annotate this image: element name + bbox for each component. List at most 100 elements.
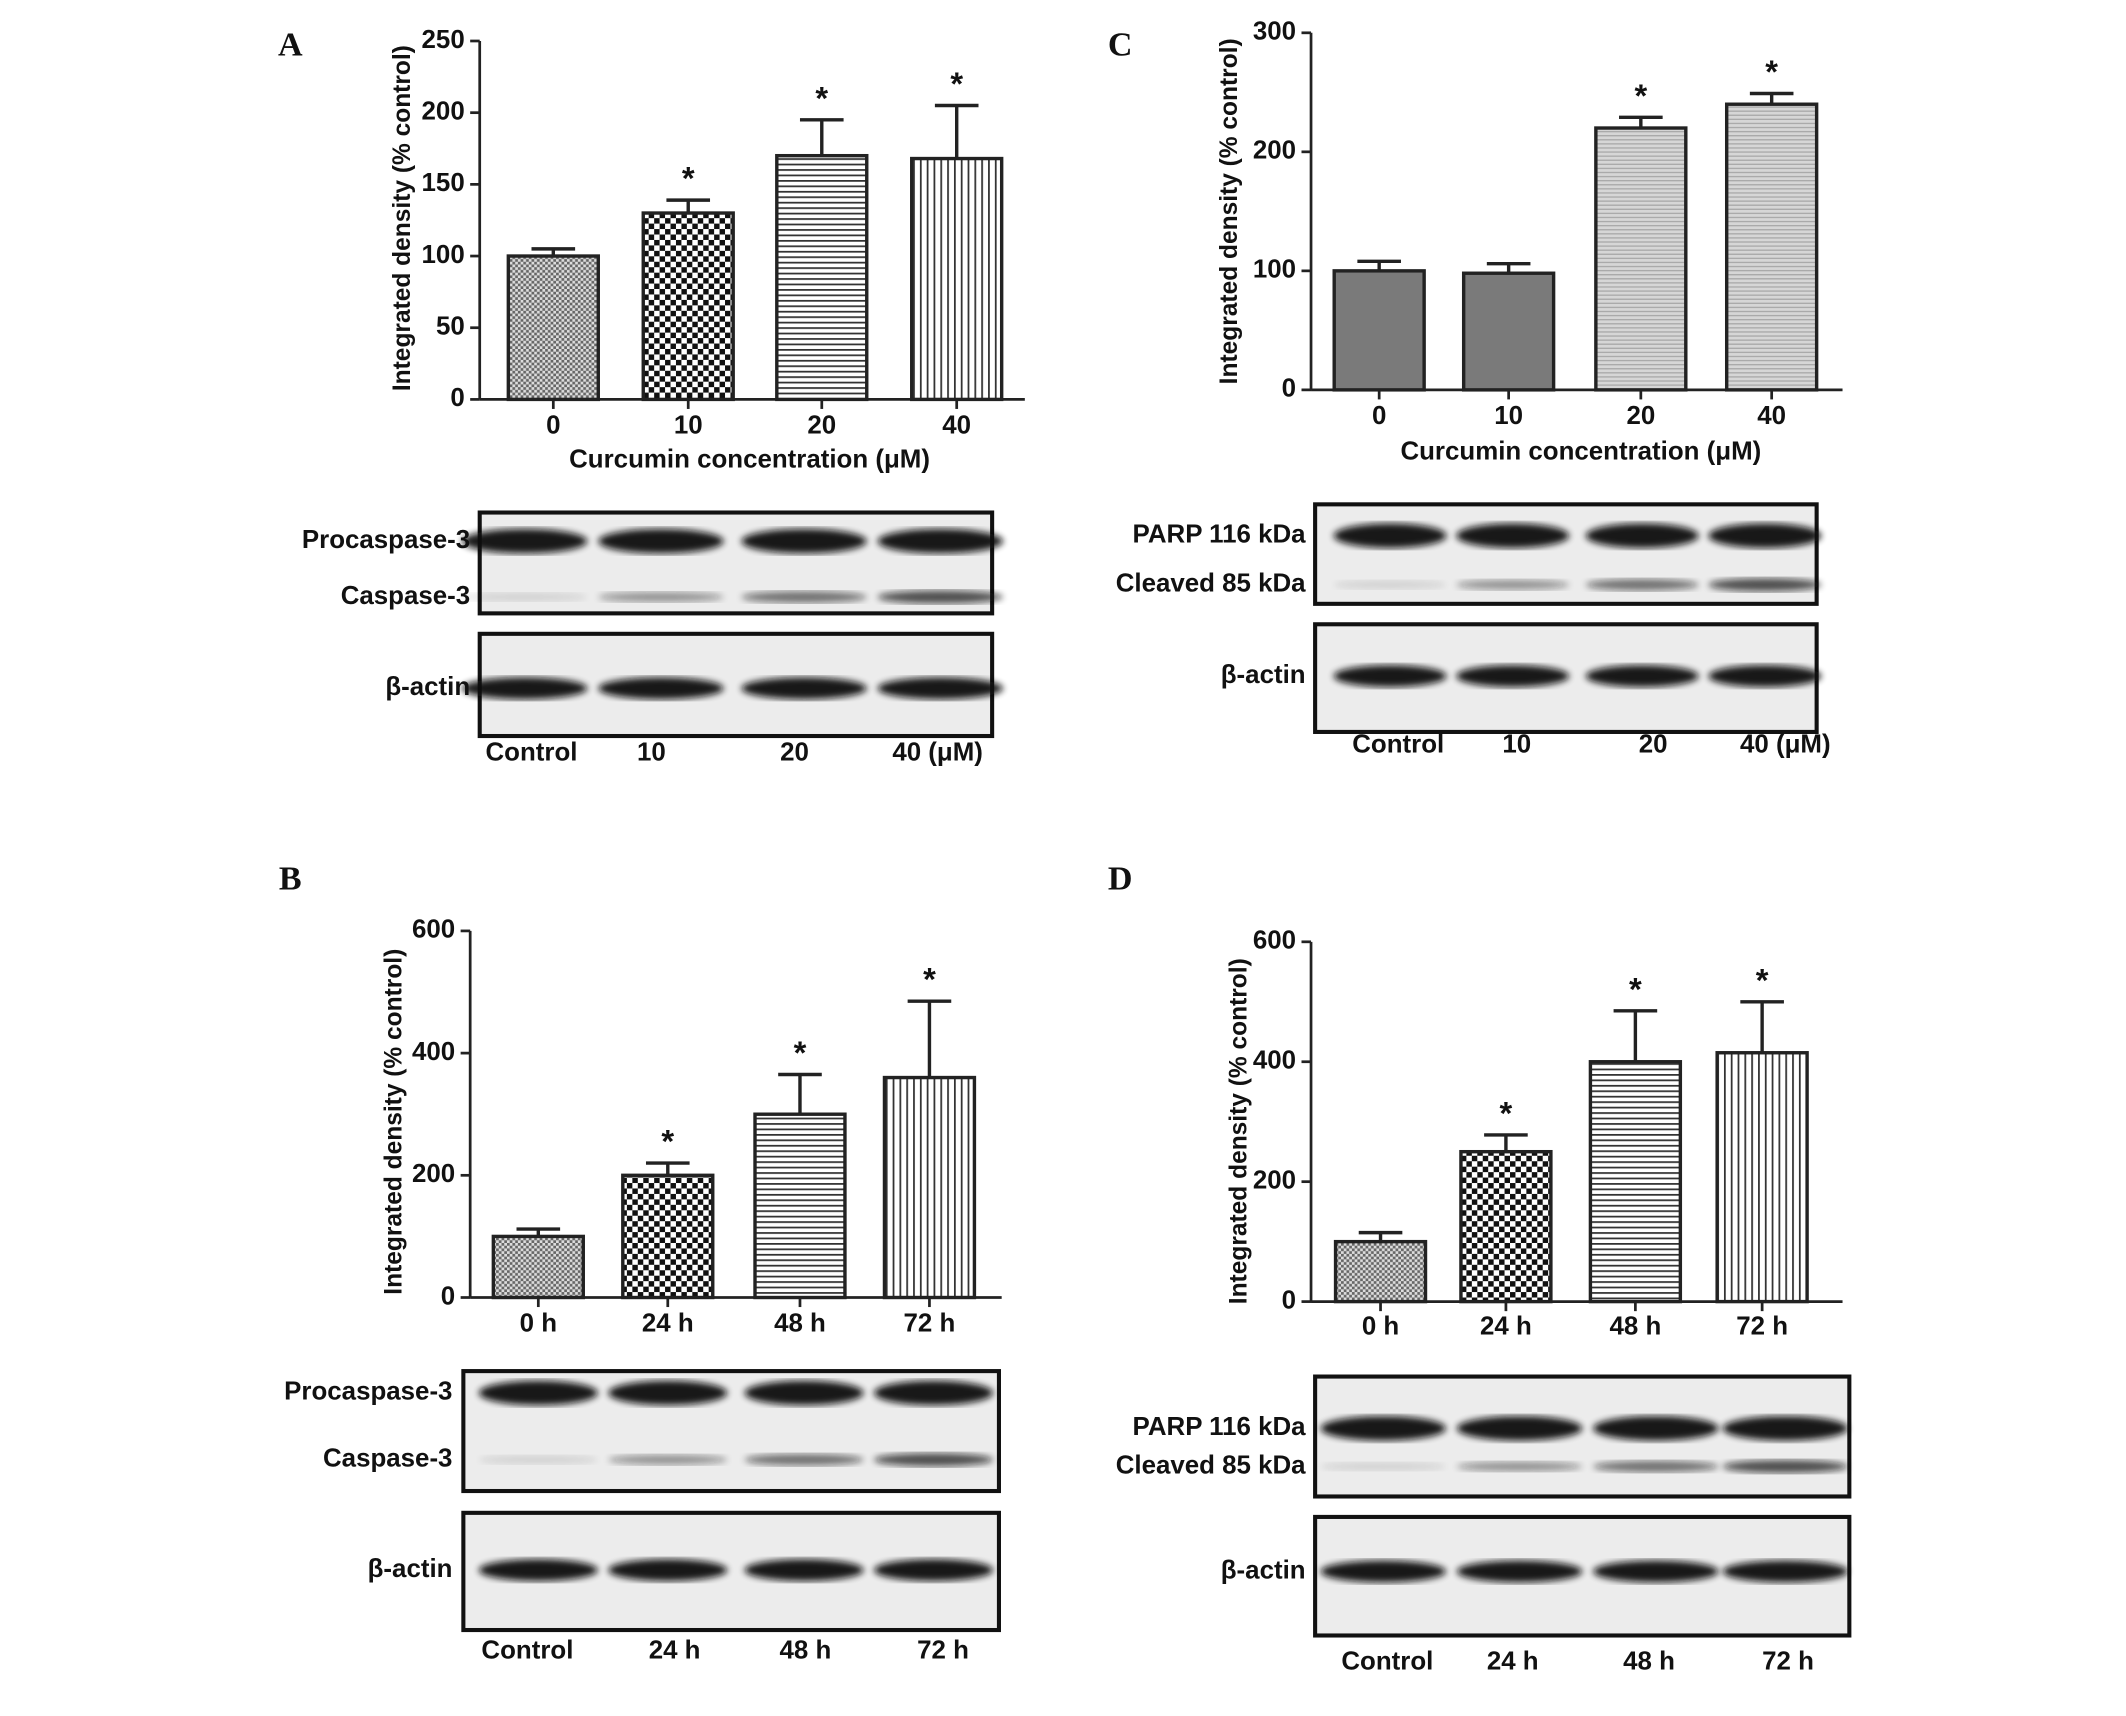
y-tick-label: 0 — [1282, 375, 1296, 403]
blot-band — [877, 528, 1004, 554]
blot-band — [744, 1559, 864, 1581]
bar — [1588, 1060, 1683, 1304]
y-tick-label: 200 — [1253, 1167, 1296, 1195]
x-tick-label: 20 — [1626, 402, 1655, 430]
blot-band — [1456, 1560, 1583, 1583]
blot-band — [461, 677, 588, 700]
blot-band — [1456, 1461, 1583, 1472]
bar — [1459, 1149, 1553, 1304]
blot-band — [1722, 1416, 1848, 1441]
blot-band — [741, 677, 867, 700]
x-tick-label: 10 — [674, 412, 703, 440]
blot-label: Procaspase-3 — [284, 1378, 452, 1406]
blot-band — [741, 591, 867, 603]
blot-band — [598, 677, 724, 700]
x-tick-label: 72 h — [1736, 1312, 1788, 1340]
lane-label: 72 h — [917, 1637, 969, 1665]
x-axis-label: Curcumin concentration (μM) — [1400, 437, 1761, 465]
blot-band — [1708, 665, 1822, 687]
significance-marker: * — [1634, 77, 1647, 114]
y-tick-label: 200 — [1253, 137, 1296, 165]
x-tick-label: 20 — [807, 412, 836, 440]
x-tick-label: 24 h — [642, 1310, 694, 1338]
y-tick-label: 0 — [441, 1282, 455, 1310]
panel-letter: B — [279, 861, 302, 898]
y-tick-label: 400 — [1253, 1047, 1296, 1075]
blot-band — [1593, 1416, 1719, 1441]
blot-band — [608, 1380, 728, 1406]
blot-label: β-actin — [385, 673, 470, 701]
significance-marker: * — [1765, 53, 1778, 90]
y-tick-label: 300 — [1253, 18, 1296, 46]
significance-marker: * — [1756, 961, 1769, 998]
blot-band — [598, 592, 724, 602]
x-tick-label: 0 — [546, 412, 560, 440]
blot-band — [1456, 579, 1570, 590]
blot-band — [877, 677, 1004, 700]
y-tick-label: 600 — [1253, 927, 1296, 955]
blot-band — [1593, 1460, 1719, 1473]
panel-letter: C — [1108, 27, 1133, 64]
blot-label: Cleaved 85 kDa — [1116, 1451, 1306, 1479]
lane-label: Control — [486, 739, 578, 767]
lane-label: 10 — [1502, 730, 1531, 758]
significance-marker: * — [794, 1034, 807, 1071]
x-tick-label: 40 — [942, 412, 971, 440]
bar — [753, 1112, 847, 1300]
blot-label: PARP 116 kDa — [1132, 1413, 1306, 1441]
x-tick-label: 0 — [1372, 402, 1386, 430]
bar — [1594, 126, 1688, 392]
blot-band — [1320, 1560, 1446, 1583]
lane-label: 24 h — [1487, 1648, 1539, 1676]
panel-letter: D — [1108, 861, 1133, 898]
y-tick-label: 100 — [1253, 256, 1296, 284]
lane-label: 20 — [780, 739, 809, 767]
blot-band — [461, 592, 588, 602]
significance-marker: * — [950, 65, 963, 102]
lane-label: 10 — [637, 739, 666, 767]
lane-label: 24 h — [649, 1637, 701, 1665]
blot-label: Caspase-3 — [341, 582, 470, 610]
blot-label: Procaspase-3 — [302, 526, 470, 554]
x-tick-label: 40 — [1757, 402, 1786, 430]
blot-band — [1456, 523, 1570, 548]
bar — [1333, 1239, 1428, 1304]
blot-band — [478, 1455, 598, 1464]
x-tick-label: 48 h — [1609, 1312, 1661, 1340]
blot-band — [1722, 1459, 1848, 1474]
significance-marker: * — [923, 961, 936, 998]
bar — [506, 254, 600, 402]
blot-band — [461, 528, 588, 554]
y-axis-label: Integrated density (% control) — [1216, 38, 1243, 384]
blot-label: β-actin — [368, 1555, 453, 1583]
x-tick-label: 48 h — [774, 1310, 826, 1338]
lane-label: 72 h — [1762, 1648, 1814, 1676]
blot-band — [1722, 1560, 1848, 1583]
bar — [621, 1173, 715, 1300]
x-tick-label: 0 h — [520, 1310, 557, 1338]
blot-label: β-actin — [1221, 1556, 1306, 1584]
blot-band — [744, 1380, 864, 1406]
blot-label: β-actin — [1221, 661, 1306, 689]
blot-band — [877, 590, 1004, 604]
blot-band — [608, 1559, 728, 1581]
blot-band — [873, 1380, 994, 1406]
bar — [1461, 271, 1556, 392]
y-axis-label: Integrated density (% control) — [381, 949, 408, 1295]
blot-band — [478, 1559, 598, 1581]
blot-band — [1585, 665, 1699, 687]
y-axis-label: Integrated density (% control) — [389, 45, 416, 391]
y-tick-label: 100 — [422, 241, 465, 269]
y-tick-label: 0 — [450, 384, 464, 412]
y-axis-label: Integrated density (% control) — [1226, 958, 1253, 1304]
blot-band — [741, 528, 867, 554]
significance-marker: * — [1629, 970, 1642, 1007]
x-tick-label: 24 h — [1480, 1312, 1532, 1340]
significance-marker: * — [682, 160, 695, 197]
lane-label: 48 h — [1623, 1648, 1675, 1676]
x-tick-label: 0 h — [1362, 1312, 1399, 1340]
blot-label: PARP 116 kDa — [1132, 521, 1306, 549]
x-axis-label: Curcumin concentration (μM) — [569, 446, 930, 474]
bar — [1724, 102, 1819, 392]
significance-marker: * — [661, 1123, 674, 1160]
